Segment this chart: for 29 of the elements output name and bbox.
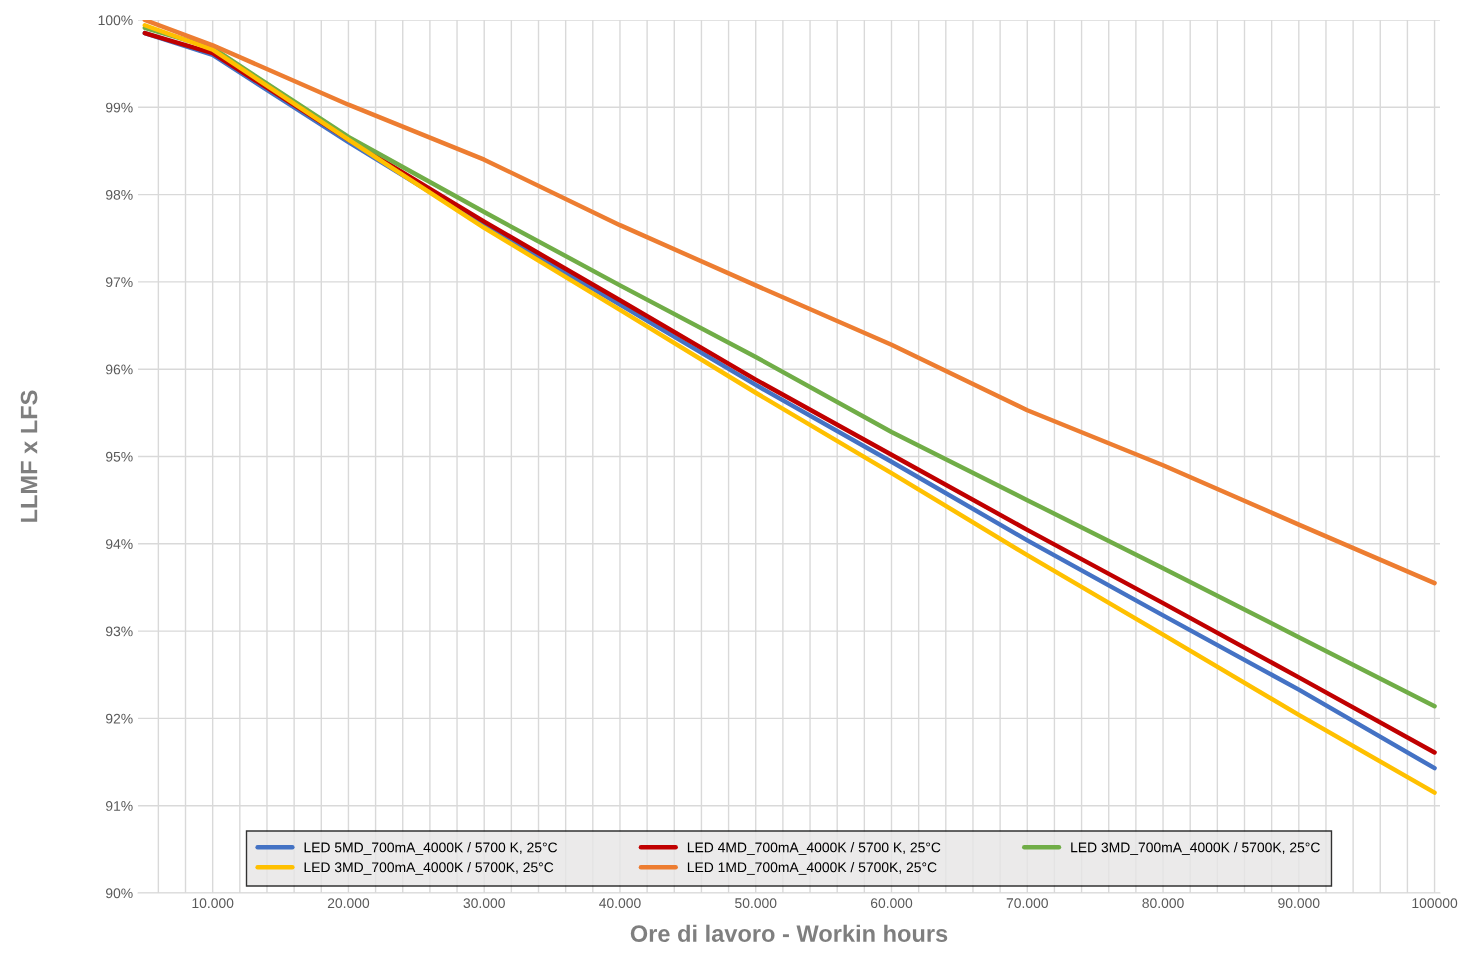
x-tick-label: 100000 xyxy=(1412,898,1458,909)
legend-label: LED 5MD_700mA_4000K / 5700 K, 25°C xyxy=(304,842,558,855)
line-series xyxy=(142,20,1437,586)
x-tick-label: 70.000 xyxy=(1006,898,1048,909)
x-tick-label: 80.000 xyxy=(1142,898,1184,909)
x-axis-title: Ore di lavoro - Workin hours xyxy=(630,924,948,943)
y-tick-label: 93% xyxy=(105,626,133,637)
x-tick-label: 40.000 xyxy=(599,898,641,909)
x-tick-label: 50.000 xyxy=(735,898,777,909)
x-tick-label: 90.000 xyxy=(1278,898,1320,909)
y-tick-label: 99% xyxy=(105,102,133,113)
y-tick-label: 95% xyxy=(105,451,133,462)
y-tick-label: 98% xyxy=(105,189,133,200)
x-tick-label: 10.000 xyxy=(192,898,234,909)
y-axis-title: LLMF x LFS xyxy=(20,390,38,522)
y-tick-label: 92% xyxy=(105,713,133,724)
y-tick-label: 100% xyxy=(98,15,133,26)
x-tick-label: 20.000 xyxy=(327,898,370,909)
y-tick-label: 90% xyxy=(105,888,133,899)
legend-label: LED 3MD_700mA_4000K / 5700K, 25°C xyxy=(1071,842,1320,855)
y-tick-label: 91% xyxy=(105,801,133,811)
y-tick-label: 97% xyxy=(105,277,133,288)
legend-label: LED 4MD_700mA_4000K / 5700 K, 25°C xyxy=(687,842,941,855)
y-tick-label: 96% xyxy=(105,364,133,375)
x-tick-label: 30.000 xyxy=(463,898,505,909)
y-tick-label: 94% xyxy=(105,539,133,549)
x-tick-label: 60.000 xyxy=(870,898,913,909)
legend-label: LED 3MD_700mA_4000K / 5700K, 25°C xyxy=(304,862,554,875)
legend-label: LED 1MD_700mA_4000K / 5700K, 25°C xyxy=(687,862,937,875)
